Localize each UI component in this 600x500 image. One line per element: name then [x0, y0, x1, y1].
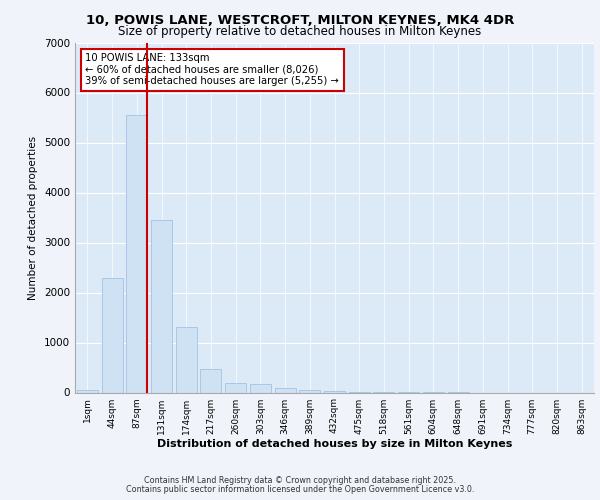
Text: 10, POWIS LANE, WESTCROFT, MILTON KEYNES, MK4 4DR: 10, POWIS LANE, WESTCROFT, MILTON KEYNES… — [86, 14, 514, 27]
Bar — [324, 391, 345, 392]
Bar — [275, 388, 296, 392]
Text: 10 POWIS LANE: 133sqm
← 60% of detached houses are smaller (8,026)
39% of semi-d: 10 POWIS LANE: 133sqm ← 60% of detached … — [85, 53, 339, 86]
Bar — [200, 369, 221, 392]
Bar — [176, 327, 197, 392]
Text: Size of property relative to detached houses in Milton Keynes: Size of property relative to detached ho… — [118, 25, 482, 38]
Bar — [101, 278, 122, 392]
Bar — [225, 382, 246, 392]
Bar — [299, 390, 320, 392]
Bar — [77, 390, 98, 392]
Y-axis label: Number of detached properties: Number of detached properties — [28, 136, 38, 300]
Text: Contains HM Land Registry data © Crown copyright and database right 2025.: Contains HM Land Registry data © Crown c… — [144, 476, 456, 485]
Text: Contains public sector information licensed under the Open Government Licence v3: Contains public sector information licen… — [126, 485, 474, 494]
Bar — [151, 220, 172, 392]
Bar — [126, 114, 147, 392]
Bar — [250, 384, 271, 392]
X-axis label: Distribution of detached houses by size in Milton Keynes: Distribution of detached houses by size … — [157, 440, 512, 450]
